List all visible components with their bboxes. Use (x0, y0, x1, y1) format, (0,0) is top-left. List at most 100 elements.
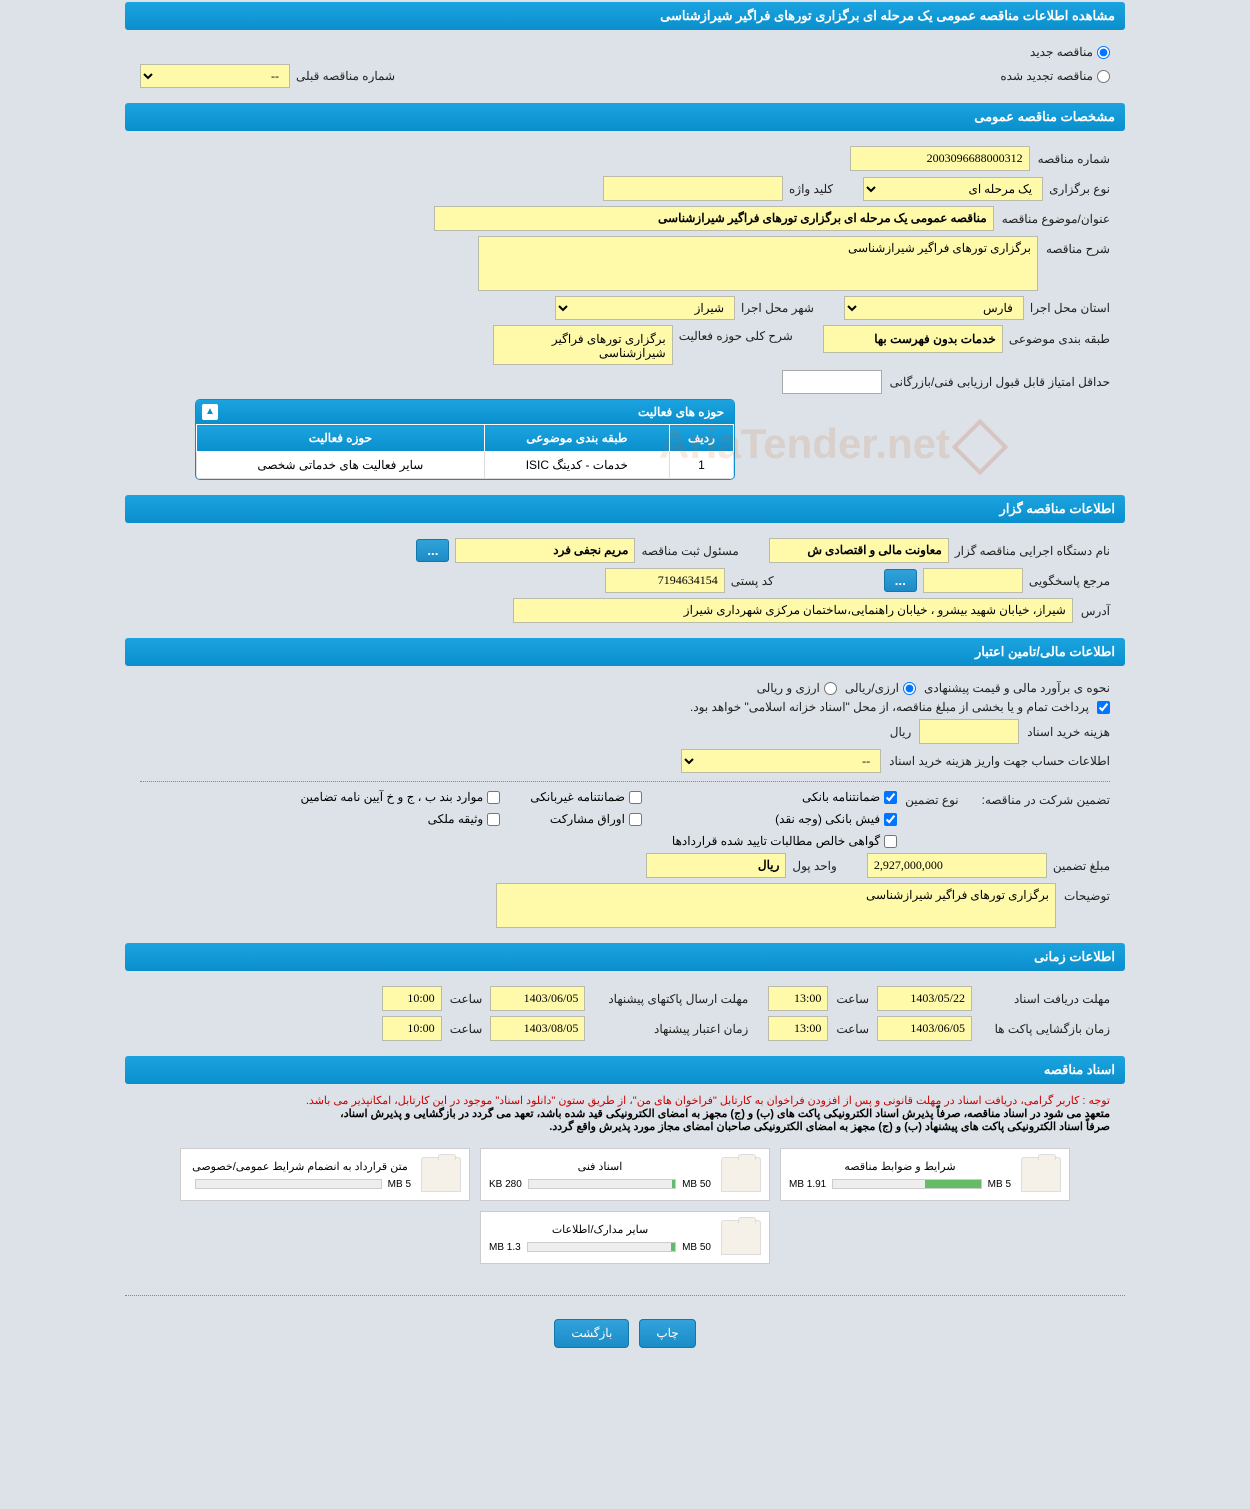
doc-card[interactable]: متن قرارداد به انضمام شرایط عمومی/خصوصی 5… (180, 1148, 470, 1201)
payment-checkbox[interactable] (1097, 701, 1110, 714)
prev-tender-select[interactable]: -- (140, 64, 290, 88)
postal-input[interactable] (605, 568, 725, 593)
reg-label: مسئول ثبت مناقصه (641, 544, 738, 558)
doc-card[interactable]: سایر مدارک/اطلاعات50 MB1.3 MB (480, 1211, 770, 1264)
doc-card[interactable]: شرایط و ضوابط مناقصه5 MB1.91 MB (780, 1148, 1070, 1201)
table-col: ردیف (669, 425, 733, 452)
type-select[interactable]: یک مرحله ای (863, 177, 1043, 201)
keyword-input[interactable] (603, 176, 783, 201)
receive-date[interactable] (877, 986, 972, 1011)
progress-bar (528, 1179, 676, 1189)
contact-input[interactable] (923, 568, 1023, 593)
progress-bar (832, 1179, 981, 1189)
doc-title: شرایط و ضوابط مناقصه (789, 1160, 1011, 1173)
currency-label: واحد پول (792, 859, 836, 873)
account-select[interactable]: -- (681, 749, 881, 773)
desc-textarea[interactable] (478, 236, 1038, 291)
back-button[interactable]: بازگشت (554, 1319, 629, 1348)
notes-textarea[interactable] (496, 883, 1056, 928)
guarantee-type-label: نوع تضمین (905, 793, 958, 807)
receive-time[interactable] (768, 986, 828, 1011)
section-general-title: مشخصات مناقصه عمومی (125, 103, 1125, 131)
category-value: خدمات بدون فهرست بها (823, 325, 1003, 353)
print-button[interactable]: چاپ (639, 1319, 695, 1348)
reg-input[interactable] (455, 538, 635, 563)
radio-new-tender[interactable]: مناقصه جدید (1030, 45, 1110, 59)
doc-cost-label: هزینه خرید اسناد (1027, 725, 1110, 739)
desc-label: شرح مناقصه (1046, 242, 1110, 256)
address-label: آدرس (1081, 604, 1110, 618)
doc-card[interactable]: اسناد فنی50 MB280 KB (480, 1148, 770, 1201)
submit-time[interactable] (382, 986, 442, 1011)
check-receivables[interactable]: گواهی خالص مطالبات تایید شده قراردادها (672, 834, 897, 848)
validity-time[interactable] (382, 1016, 442, 1041)
account-label: اطلاعات حساب جهت واریز هزینه خرید اسناد (889, 754, 1110, 768)
exec-label: نام دستگاه اجرایی مناقصه گزار (955, 544, 1110, 558)
radio-new-label: مناقصه جدید (1030, 45, 1093, 59)
subject-label: عنوان/موضوع مناقصه (1002, 212, 1110, 226)
amount-input[interactable] (867, 853, 1047, 878)
category-label: طبقه بندی موضوعی (1009, 332, 1110, 346)
check-cash[interactable]: فیش بانکی (وجه نقد) (672, 812, 897, 826)
min-score-input[interactable] (782, 370, 882, 394)
table-col: طبقه بندی موضوعی (484, 425, 669, 452)
radio-renewed-tender[interactable]: مناقصه تجدید شده (1000, 69, 1110, 83)
submit-time-label: ساعت (450, 992, 483, 1006)
doc-used: 1.3 MB (489, 1242, 521, 1253)
doc-title: متن قرارداد به انضمام شرایط عمومی/خصوصی (189, 1160, 411, 1173)
folder-icon (721, 1220, 761, 1255)
check-property[interactable]: وثیقه ملکی (301, 812, 501, 826)
open-time-label: ساعت (836, 1022, 869, 1036)
submit-label: مهلت ارسال پاکتهای پیشنهاد (593, 992, 748, 1006)
doc-cost-input[interactable] (919, 719, 1019, 744)
collapse-icon[interactable]: ▲ (202, 404, 218, 420)
radio-fx[interactable]: ارزی و ریالی (757, 681, 837, 695)
tender-no-input[interactable] (850, 146, 1030, 171)
section-financial-title: اطلاعات مالی/تامین اعتبار (125, 638, 1125, 666)
folder-icon (721, 1157, 761, 1192)
doc-total: 5 MB (388, 1179, 411, 1190)
activity-desc-label: شرح کلی حوزه فعالیت (679, 329, 793, 343)
doc-title: سایر مدارک/اطلاعات (489, 1223, 711, 1236)
section-docs-title: اسناد مناقصه (125, 1056, 1125, 1084)
open-date[interactable] (877, 1016, 972, 1041)
validity-date[interactable] (490, 1016, 585, 1041)
check-bylaw[interactable]: موارد بند ب ، ج و خ آیین نامه تضامین (301, 790, 501, 804)
progress-bar (527, 1242, 676, 1252)
currency-input[interactable] (646, 853, 786, 878)
check-bonds[interactable]: اوراق مشارکت (530, 812, 642, 826)
progress-bar (195, 1179, 382, 1189)
open-label: زمان بازگشایی پاکت ها (980, 1022, 1110, 1036)
reg-lookup-button[interactable]: ... (416, 539, 449, 562)
province-label: استان محل اجرا (1030, 301, 1110, 315)
method-label: نحوه ی برآورد مالی و قیمت پیشنهادی (924, 681, 1110, 695)
activity-table-title: حوزه های فعالیت ▲ (196, 400, 734, 424)
section-time-title: اطلاعات زمانی (125, 943, 1125, 971)
payment-note: پرداخت تمام و یا بخشی از مبلغ مناقصه، از… (690, 700, 1089, 714)
submit-date[interactable] (490, 986, 585, 1011)
activity-table: حوزه های فعالیت ▲ ردیفطبقه بندی موضوعیحو… (195, 399, 735, 480)
validity-time-label: ساعت (450, 1022, 483, 1036)
address-input[interactable] (513, 598, 1073, 623)
folder-icon (1021, 1157, 1061, 1192)
check-bank-guarantee[interactable]: ضمانتنامه بانکی (672, 790, 897, 804)
open-time[interactable] (768, 1016, 828, 1041)
table-col: حوزه فعالیت (197, 425, 485, 452)
city-label: شهر محل اجرا (741, 301, 814, 315)
docs-note2b: صرفاً اسناد الکترونیکی پاکت های پیشنهاد … (140, 1120, 1110, 1133)
city-select[interactable]: شیراز (555, 296, 735, 320)
doc-total: 50 MB (682, 1179, 711, 1190)
postal-label: کد پستی (731, 574, 774, 588)
table-row: 1خدمات - کدینگ ISICسایر فعالیت های خدمات… (197, 452, 734, 479)
contact-label: مرجع پاسخگویی (1029, 574, 1110, 588)
prev-tender-label: شماره مناقصه قبلی (296, 69, 395, 83)
exec-input[interactable] (769, 538, 949, 563)
check-nonbank-guarantee[interactable]: ضمانتنامه غیربانکی (530, 790, 642, 804)
min-score-label: حداقل امتیاز قابل قبول ارزیابی فنی/بازرگ… (890, 375, 1110, 389)
province-select[interactable]: فارس (844, 296, 1024, 320)
subject-input[interactable] (434, 206, 994, 231)
contact-lookup-button[interactable]: ... (884, 569, 917, 592)
radio-rial[interactable]: ارزی/ریالی (845, 681, 916, 695)
keyword-label: کلید واژه (789, 182, 833, 196)
section-org-title: اطلاعات مناقصه گزار (125, 495, 1125, 523)
